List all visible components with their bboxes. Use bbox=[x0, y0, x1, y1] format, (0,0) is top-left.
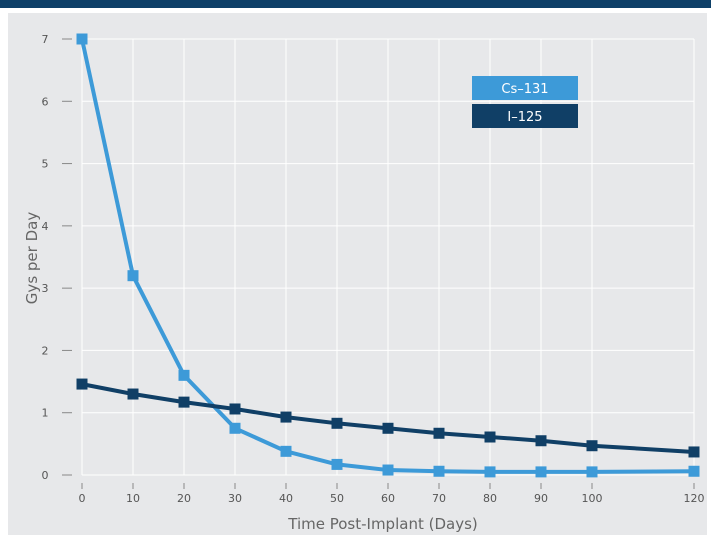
plot-background bbox=[8, 13, 707, 535]
y-tick-label: 6 bbox=[42, 95, 49, 108]
legend-swatch bbox=[472, 104, 578, 128]
data-point bbox=[76, 378, 88, 390]
y-tick-label: 0 bbox=[42, 469, 49, 482]
series-2 bbox=[76, 378, 700, 458]
data-point bbox=[229, 422, 241, 434]
x-tick-label: 120 bbox=[684, 492, 705, 505]
data-point bbox=[535, 466, 547, 478]
x-tick-label: 10 bbox=[126, 492, 140, 505]
x-tick-label: 90 bbox=[534, 492, 548, 505]
data-point bbox=[331, 417, 343, 429]
x-tick-label: 30 bbox=[228, 492, 242, 505]
data-point bbox=[229, 403, 241, 415]
data-point bbox=[280, 411, 292, 423]
y-tick-label: 4 bbox=[42, 220, 49, 233]
data-point bbox=[382, 422, 394, 434]
legend-swatch bbox=[472, 76, 578, 100]
x-tick-label: 70 bbox=[432, 492, 446, 505]
series bbox=[76, 33, 700, 478]
data-point bbox=[688, 465, 700, 477]
legend-label: Cs–131 bbox=[501, 82, 548, 97]
x-tick-label: 50 bbox=[330, 492, 344, 505]
data-point bbox=[484, 431, 496, 443]
legend-item: Cs–131 bbox=[472, 76, 578, 100]
data-point bbox=[586, 466, 598, 478]
data-point bbox=[178, 396, 190, 408]
data-point bbox=[331, 458, 343, 470]
series-line bbox=[80, 38, 695, 474]
data-point bbox=[76, 33, 88, 45]
y-tick-label: 3 bbox=[42, 282, 49, 295]
y-axis-title: Gys per Day bbox=[23, 212, 41, 305]
x-tick-label: 40 bbox=[279, 492, 293, 505]
data-point bbox=[127, 270, 139, 282]
data-point bbox=[433, 427, 445, 439]
data-point bbox=[382, 464, 394, 476]
y-tick-label: 7 bbox=[42, 33, 49, 46]
series-1 bbox=[76, 33, 700, 478]
y-tick-label: 5 bbox=[42, 158, 49, 171]
data-point bbox=[586, 440, 598, 452]
x-axis-title: Time Post-Implant (Days) bbox=[287, 515, 478, 533]
legend-label: I–125 bbox=[507, 110, 542, 125]
data-point bbox=[280, 445, 292, 457]
x-tick-label: 80 bbox=[483, 492, 497, 505]
data-point bbox=[433, 465, 445, 477]
x-tick-label: 100 bbox=[582, 492, 603, 505]
data-point bbox=[535, 435, 547, 447]
top-bar bbox=[0, 0, 711, 8]
legend: Cs–131 I–125 bbox=[472, 76, 578, 128]
y-tick-label: 1 bbox=[42, 407, 49, 420]
x-tick-label: 60 bbox=[381, 492, 395, 505]
x-tick-label: 20 bbox=[177, 492, 191, 505]
data-point bbox=[688, 446, 700, 458]
data-point bbox=[178, 369, 190, 381]
series-line bbox=[81, 382, 695, 454]
y-tick-label: 2 bbox=[42, 344, 49, 357]
data-point bbox=[484, 466, 496, 478]
legend-item: I–125 bbox=[472, 104, 578, 128]
data-point bbox=[127, 388, 139, 400]
x-tick-label: 0 bbox=[79, 492, 86, 505]
